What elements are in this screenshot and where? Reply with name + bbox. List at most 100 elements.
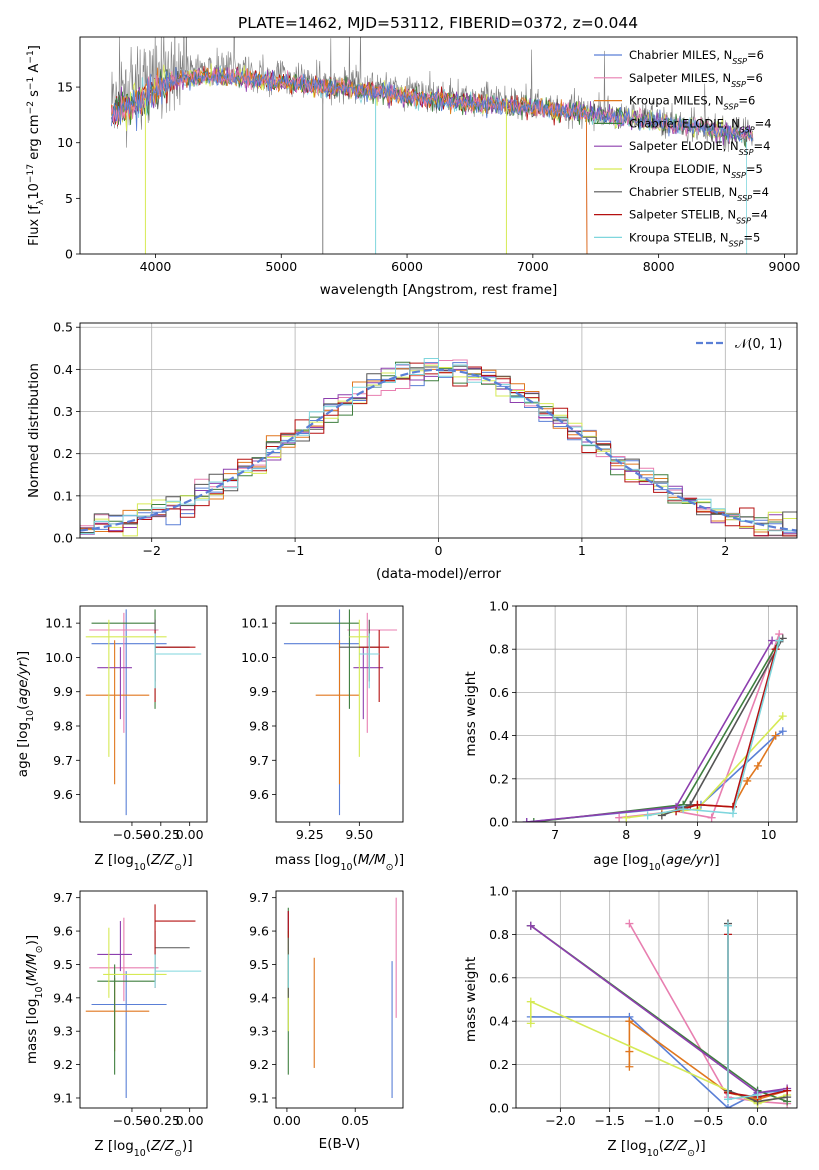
y-tick-label: 9.4 — [53, 990, 73, 1005]
x-tick-label: 0.00 — [273, 1113, 301, 1128]
errorbar-point — [154, 619, 190, 682]
point-marker — [622, 813, 631, 822]
spectrum-plot: 4000 5000 6000 7000 8000 9000 0 5 10 15 wavelength… — [26, 36, 801, 298]
y-tick-label: 0.8 — [489, 642, 509, 657]
y-tick-label: 0.5 — [53, 320, 73, 335]
y-tick-label: 0.8 — [489, 927, 509, 942]
errorbar-point — [347, 612, 398, 733]
x-tick-label: −0.50 — [113, 827, 151, 842]
y-tick-label: 9.6 — [249, 924, 269, 939]
x-axis-label: Z [log10(Z/Z⊙)] — [94, 1138, 192, 1159]
errorbar-point — [91, 609, 156, 709]
y-tick-label: 9.3 — [249, 1024, 269, 1039]
x-tick-label: 0.05 — [341, 1113, 369, 1128]
z-age-plot: −0.50−0.250.00 9.6 9.7 9.8 9.9 10.0 10.1 Z [log… — [15, 605, 208, 873]
y-tick-label: 9.1 — [249, 1090, 269, 1105]
x-tick-label: −1.0 — [644, 1113, 674, 1128]
series-line — [628, 923, 788, 1105]
errorbar-point — [359, 630, 390, 702]
x-axis-label: Z [log10(Z/Z⊙)] — [607, 1138, 705, 1159]
y-tick-label: 0.2 — [489, 771, 509, 786]
legend-label: Kroupa ELODIE, NSSP=5 — [629, 162, 763, 180]
plot-frame — [79, 605, 208, 823]
y-tick-label: 0 — [65, 247, 73, 262]
y-tick-label: 0.4 — [489, 1014, 509, 1029]
x-axis-label: mass [log10(M/M⊙)] — [275, 852, 404, 873]
x-axis-label: (data-model)/error — [376, 566, 502, 582]
x-axis-label: wavelength [Angstrom, rest frame] — [320, 282, 558, 298]
y-tick-label: 9.7 — [249, 890, 269, 905]
age-weight-plot: 7 8 9 10 0.0 0.2 0.4 0.6 0.8 1.0 age [log10(age/yr… — [463, 599, 798, 873]
normal-curve-line — [79, 368, 798, 532]
errorbar-point — [103, 927, 167, 998]
y-tick-label: 9.7 — [53, 890, 73, 905]
x-tick-label: −0.25 — [142, 1113, 180, 1128]
x-tick-label: −2 — [142, 543, 160, 558]
errorbar-point — [91, 971, 167, 1098]
plot-frame — [515, 605, 798, 823]
point-marker — [783, 1086, 792, 1095]
errorbar-point — [154, 931, 190, 982]
series-line — [526, 640, 773, 822]
y-tick-label: 9.8 — [53, 719, 73, 734]
point-marker — [778, 727, 787, 736]
legend-label: Salpeter ELODIE, NSSP=4 — [629, 139, 770, 157]
x-tick-label: −0.25 — [142, 827, 180, 842]
legend-label: Chabrier STELIB, NSSP=4 — [629, 185, 769, 203]
y-axis-label: Normed distribution — [26, 363, 42, 498]
series-group — [529, 636, 784, 822]
series-line — [675, 648, 777, 812]
point-marker — [625, 919, 634, 928]
model-spectrum-line — [111, 66, 753, 142]
point-marker — [526, 997, 535, 1006]
mass-age-plot: 9.25 9.50 9.6 9.7 9.8 9.9 10.0 10.1 mass [log10(… — [241, 605, 404, 873]
point-marker — [723, 1095, 732, 1104]
x-tick-label: −2.0 — [545, 1113, 575, 1128]
y-tick-label: 1.0 — [489, 599, 509, 614]
plot-frame — [79, 890, 208, 1109]
y-tick-label: 10.1 — [45, 616, 73, 631]
y-tick-label: 9.6 — [53, 787, 73, 802]
y-tick-label: 9.9 — [53, 684, 73, 699]
y-tick-label: 15 — [57, 80, 73, 95]
x-tick-label: −0.50 — [113, 1113, 151, 1128]
y-axis-label: mass weight — [463, 957, 479, 1042]
y-axis-label: age [log10(age/yr)] — [15, 651, 36, 777]
point-marker — [753, 761, 762, 770]
point-marker — [743, 776, 752, 785]
x-tick-label: 2 — [721, 543, 729, 558]
x-tick-label: 6000 — [391, 259, 423, 274]
plot-frame — [79, 322, 798, 539]
y-tick-label: 0.2 — [53, 446, 73, 461]
errorbar-point — [154, 630, 196, 702]
errorbar-point — [283, 609, 360, 816]
y-axis-label: mass [log10(M/M⊙)] — [24, 935, 45, 1064]
point-marker — [526, 1019, 535, 1028]
y-tick-label: 9.1 — [53, 1090, 73, 1105]
errorbar-point — [359, 633, 380, 689]
y-tick-label: 9.3 — [53, 1024, 73, 1039]
plot-frame — [79, 36, 798, 255]
point-marker — [679, 805, 688, 814]
legend-label: Chabrier ELODIE, NSSP=4 — [629, 116, 772, 133]
point-marker — [529, 818, 538, 822]
plot-frame — [275, 890, 404, 1109]
legend-label: Salpeter STELIB, NSSP=4 — [629, 208, 768, 226]
errorbar-point — [97, 964, 156, 1075]
x-axis-label: E(B-V) — [319, 1136, 361, 1152]
y-tick-label: 0.6 — [489, 970, 509, 985]
y-tick-label: 1.0 — [489, 884, 509, 899]
y-tick-label: 10.1 — [241, 616, 269, 631]
x-tick-label: 8000 — [643, 259, 675, 274]
errorbar-point — [349, 619, 370, 757]
x-tick-label: 0.00 — [176, 827, 204, 842]
x-tick-label: 9000 — [769, 259, 801, 274]
point-marker — [771, 731, 780, 740]
x-tick-label: 0.00 — [176, 1113, 204, 1128]
errorbar-point — [289, 609, 360, 709]
y-axis-label: mass weight — [463, 671, 479, 756]
errorbar-point — [85, 619, 167, 757]
series-group — [643, 636, 784, 820]
plot-frame — [275, 605, 404, 823]
y-tick-label: 9.4 — [249, 990, 269, 1005]
